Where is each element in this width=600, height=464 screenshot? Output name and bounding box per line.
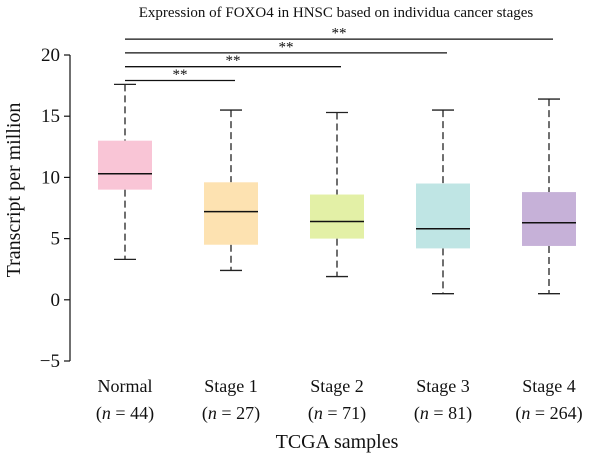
significance-label: **: [173, 67, 188, 83]
category-label: Stage 2: [310, 376, 364, 396]
category-label: Stage 3: [416, 376, 470, 396]
axis-layer: −5 0 5 10 15 20: [40, 45, 71, 372]
significance-label: **: [279, 39, 294, 55]
category-label: Stage 1: [204, 376, 258, 396]
box-0: [98, 83, 152, 261]
sample-size-label: (n = 44): [96, 403, 154, 424]
category-label: Stage 4: [522, 376, 576, 396]
box-4: [522, 98, 576, 295]
box-2: [310, 111, 364, 278]
category-label-layer: Normal (n = 44) Stage 1 (n = 27) Stage 2 (n =…: [96, 376, 583, 424]
category-label: Normal: [98, 376, 153, 396]
sample-size-label: (n = 81): [414, 403, 472, 424]
iqr-box: [522, 192, 576, 246]
y-tick-label: 10: [41, 167, 60, 188]
y-tick-label: 5: [51, 229, 61, 250]
box-1: [204, 109, 258, 272]
sample-size-label: (n = 27): [202, 403, 260, 424]
significance-layer: ** ** ** **: [125, 26, 553, 83]
chart-title: Expression of FOXO4 in HNSC based on ind…: [139, 5, 534, 21]
y-tick-label: 15: [41, 106, 60, 127]
y-tick-label: 0: [51, 290, 61, 311]
y-tick-label: −5: [40, 351, 60, 372]
x-axis-title: TCGA samples: [276, 431, 399, 453]
iqr-box: [204, 182, 258, 245]
iqr-box: [98, 140, 152, 190]
sample-size-label: (n = 264): [515, 403, 582, 424]
y-axis-title: Transcript per million: [3, 103, 25, 278]
iqr-box: [310, 194, 364, 239]
sample-size-label: (n = 71): [308, 403, 366, 424]
box-3: [416, 109, 470, 295]
y-tick-label: 20: [41, 45, 60, 66]
box-layer: [98, 83, 576, 295]
iqr-box: [416, 183, 470, 249]
significance-label: **: [226, 53, 241, 69]
significance-label: **: [332, 26, 347, 42]
